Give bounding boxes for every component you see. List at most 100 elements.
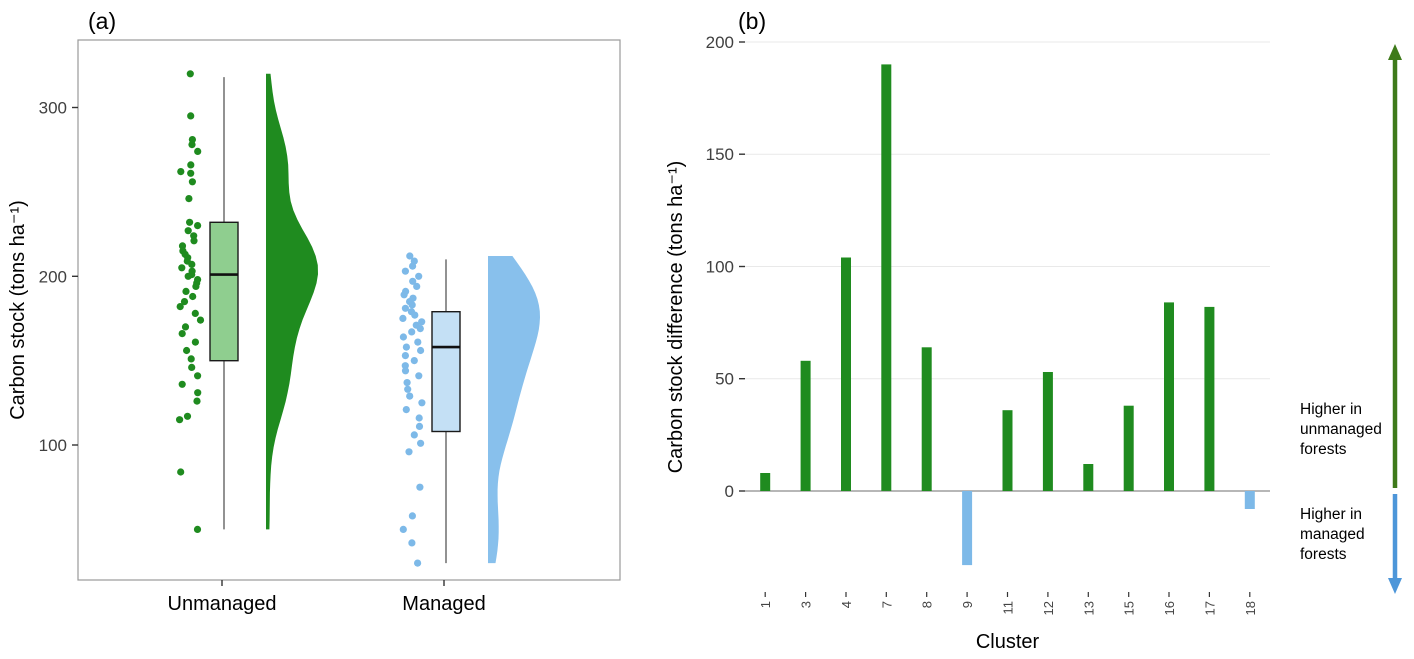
bar	[881, 64, 892, 491]
data-point	[406, 392, 414, 400]
data-point	[185, 195, 193, 203]
data-point	[408, 301, 416, 309]
x-axis-title: Cluster	[976, 631, 1040, 653]
data-point	[188, 260, 196, 268]
data-point	[416, 483, 424, 491]
bar	[1083, 464, 1094, 491]
data-point	[186, 218, 194, 226]
bar	[921, 347, 932, 491]
bar	[1002, 410, 1013, 491]
up-arrow	[1388, 44, 1402, 488]
data-point	[401, 267, 409, 275]
data-point	[192, 282, 200, 290]
data-point	[408, 328, 416, 336]
data-point	[187, 161, 195, 169]
data-point	[403, 379, 411, 387]
data-point	[402, 406, 410, 414]
panel-a-label: (a)	[88, 8, 117, 34]
data-point	[193, 397, 201, 405]
data-point	[194, 222, 202, 230]
data-point	[178, 330, 186, 338]
data-point	[193, 525, 202, 534]
panel-a: (a) 100 200 300 Carbon stock (tons ha⁻¹) Unm…	[0, 0, 660, 659]
y-tick-label: 200	[39, 267, 67, 286]
data-point	[399, 333, 407, 341]
half-violin	[266, 73, 318, 530]
data-point	[177, 168, 185, 176]
bar	[841, 257, 851, 491]
data-point	[196, 316, 205, 324]
data-point	[415, 372, 423, 380]
data-point	[408, 512, 416, 520]
x-category-label: Unmanaged	[168, 593, 277, 615]
data-point	[405, 448, 413, 456]
x-tick-label: 7	[879, 601, 894, 608]
x-tick-label: 9	[960, 601, 975, 608]
data-point	[401, 367, 410, 375]
data-point	[182, 287, 190, 295]
x-category-label: Managed	[402, 593, 485, 615]
data-point	[417, 346, 425, 355]
x-tick-label: 17	[1202, 601, 1217, 615]
data-point	[401, 362, 409, 370]
data-point	[187, 169, 195, 177]
data-point	[183, 346, 191, 355]
data-point	[190, 237, 198, 245]
data-point	[414, 338, 422, 346]
data-point	[176, 303, 184, 311]
data-point	[178, 264, 186, 272]
x-tick-label: 1	[758, 601, 773, 608]
bar	[962, 491, 973, 566]
y-tick-label: 100	[706, 258, 734, 277]
data-point	[417, 439, 425, 447]
annotation-down: Higher in managed forests	[1300, 506, 1365, 563]
data-point	[183, 412, 192, 420]
x-tick-label: 18	[1243, 601, 1258, 615]
data-point	[188, 178, 196, 186]
data-point	[415, 414, 423, 422]
data-point	[399, 314, 407, 322]
data-point	[184, 272, 192, 280]
x-tick-label: 8	[920, 601, 935, 608]
data-point	[191, 338, 199, 346]
x-tick-label: 13	[1081, 601, 1096, 615]
data-point	[410, 431, 418, 439]
y-tick-label: 50	[715, 370, 734, 389]
data-point	[416, 325, 424, 333]
data-point	[413, 282, 421, 290]
y-axis-title: Carbon stock (tons ha⁻¹)	[7, 200, 29, 420]
y-tick-label: 0	[725, 482, 734, 501]
y-axis-title: Carbon stock difference (tons ha⁻¹)	[665, 161, 687, 474]
bar	[1244, 491, 1255, 509]
y-tick-label: 150	[706, 145, 734, 164]
data-point	[187, 112, 195, 120]
bar	[1204, 306, 1215, 491]
boxplot-box	[209, 221, 239, 362]
data-point	[177, 468, 185, 476]
bar	[1042, 372, 1053, 491]
half-violin	[488, 256, 540, 564]
panel-b: (b) 0 50 100 150 200 1 3 4 7 8 9 11 12 13 15 16 17 18 Clus…	[660, 0, 1414, 659]
boxplot-box	[431, 311, 461, 433]
annotation-up: Higher in unmanaged forests	[1300, 401, 1382, 458]
data-point	[180, 298, 189, 306]
data-point	[410, 357, 418, 365]
data-point	[401, 352, 409, 360]
data-point	[187, 355, 195, 363]
data-point	[194, 389, 202, 397]
data-point	[191, 309, 199, 317]
data-point	[194, 372, 202, 380]
data-point	[178, 380, 186, 388]
data-point	[415, 272, 423, 280]
data-point	[189, 292, 197, 301]
data-point	[194, 147, 202, 155]
x-tick-label: 12	[1041, 601, 1056, 615]
bar	[800, 360, 811, 491]
data-point	[404, 385, 412, 393]
data-point	[399, 525, 407, 534]
data-point	[409, 277, 417, 285]
data-point	[409, 262, 417, 270]
y-tick-label: 200	[706, 33, 734, 52]
data-point	[418, 399, 426, 407]
